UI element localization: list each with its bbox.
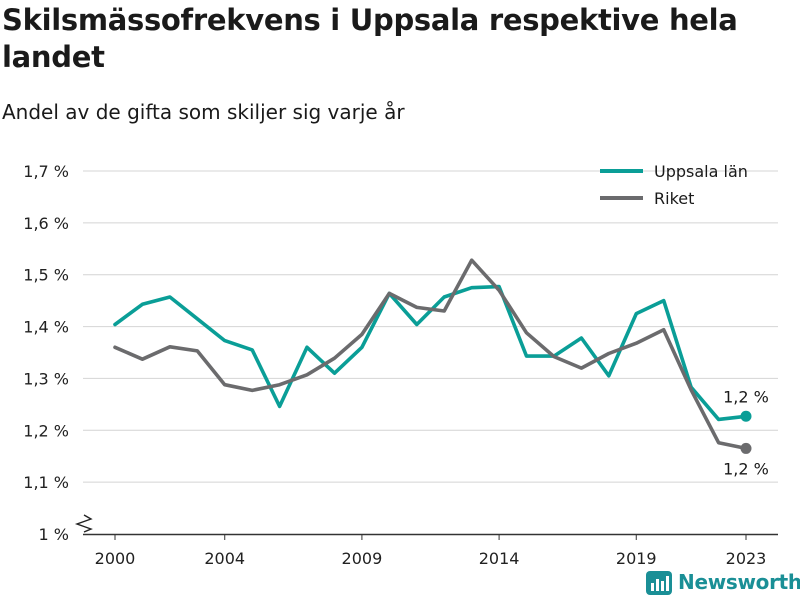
x-tick-label: 2004 — [204, 549, 245, 568]
y-tick-label: 1,1 % — [23, 473, 69, 492]
x-tick-label: 2014 — [479, 549, 520, 568]
chart-title: Skilsmässofrekvens i Uppsala respektive … — [2, 3, 738, 74]
end-labels: 1,2 % 1,2 % — [723, 387, 769, 478]
x-tick-label: 2019 — [616, 549, 657, 568]
end-point-marker — [740, 442, 752, 454]
legend-label: Riket — [654, 189, 694, 208]
chart-subtitle: Andel av de gifta som skiljer sig varje … — [2, 100, 405, 124]
axis-break-icon — [74, 514, 93, 533]
y-tick-label: 1,2 % — [23, 421, 69, 440]
end-value-label: 1,2 % — [723, 459, 769, 478]
y-tick-label: 1,7 % — [23, 162, 69, 181]
x-tick-label: 2000 — [95, 549, 136, 568]
y-tick-label: 1 % — [39, 525, 69, 544]
series-lines — [113, 258, 752, 454]
legend-label: Uppsala län — [654, 162, 748, 181]
y-tick-label: 1,6 % — [23, 214, 69, 233]
x-axis: 2000 2004 2009 2014 2019 2023 — [74, 514, 778, 568]
newsworthy-logo: Newsworthy — [646, 567, 800, 597]
gridlines — [83, 170, 778, 483]
series-line-riket — [113, 258, 748, 451]
series-line-uppsala — [113, 284, 748, 422]
bar-chart-icon — [646, 571, 672, 595]
y-tick-label: 1,5 % — [23, 266, 69, 285]
y-tick-label: 1,3 % — [23, 369, 69, 388]
x-tick-label: 2023 — [726, 549, 767, 568]
legend: Uppsala län Riket — [600, 162, 748, 208]
x-tick-label: 2009 — [342, 549, 383, 568]
end-value-label: 1,2 % — [723, 387, 769, 406]
brand-name: Newsworthy — [678, 570, 800, 594]
y-tick-label: 1,4 % — [23, 318, 69, 337]
end-point-marker — [740, 410, 752, 422]
y-axis-ticks: 1 % 1,1 % 1,2 % 1,3 % 1,4 % 1,5 % 1,6 % 1,7 % — [23, 162, 69, 544]
